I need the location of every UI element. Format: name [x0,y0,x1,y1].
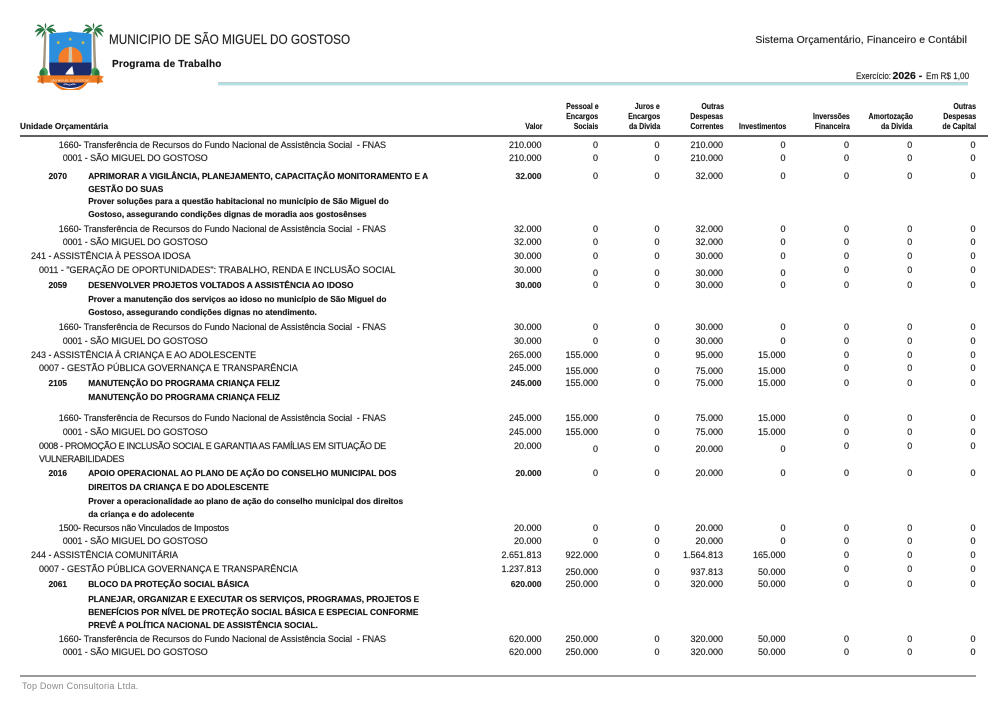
svg-text:SÃO MIGUEL DO GOSTOSO: SÃO MIGUEL DO GOSTOSO [51,77,91,82]
